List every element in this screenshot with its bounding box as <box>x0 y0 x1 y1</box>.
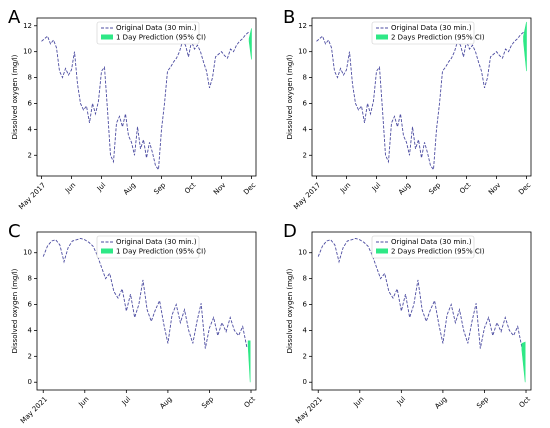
data-line <box>316 31 524 171</box>
y-tick-label: 0 <box>28 378 32 386</box>
x-tick-label: Oct <box>243 395 257 409</box>
legend-patch <box>376 34 388 40</box>
x-tick-label: Aug <box>122 181 137 196</box>
data-line <box>42 238 248 349</box>
x-tick-label: Oct <box>458 181 472 195</box>
x-tick-label: Jul <box>95 181 107 193</box>
y-tick-label: 2 <box>28 151 32 159</box>
x-tick-label: May 2017 <box>17 181 47 211</box>
x-tick-label: May 2021 <box>19 395 49 425</box>
x-tick-label: Aug <box>158 395 173 410</box>
legend-patch <box>101 34 113 40</box>
y-tick-label: 6 <box>28 99 33 107</box>
prediction-band <box>521 341 526 383</box>
x-tick-label: Oct <box>518 395 532 409</box>
panel-label: C <box>8 221 21 242</box>
y-axis-label: Dissolved oxygen (mg/l) <box>11 268 19 353</box>
y-tick-label: 6 <box>28 301 33 309</box>
y-axis-label: Dissolved oxygen (mg/l) <box>286 268 294 353</box>
y-tick-label: 10 <box>298 48 307 56</box>
y-axis-label: Dissolved oxygen (mg/l) <box>286 54 294 139</box>
x-tick-label: Aug <box>397 181 412 196</box>
x-tick-label: Sep <box>152 181 167 196</box>
y-tick-label: 6 <box>303 99 308 107</box>
chart-panel: B 2 4 6 8 10 12 May 2017 Jun Jul Aug Sep Oct Nov Dec Di… <box>283 7 532 211</box>
x-tick-label: Jul <box>395 395 407 407</box>
prediction-band <box>247 340 251 383</box>
legend-box <box>96 235 200 259</box>
x-tick-label: Jun <box>338 181 352 195</box>
x-tick-label: May 2017 <box>292 181 322 211</box>
y-tick-label: 10 <box>23 249 32 257</box>
legend-patch <box>376 248 388 254</box>
data-line <box>41 31 249 171</box>
x-tick-label: Aug <box>433 395 448 410</box>
y-axis-label: Dissolved oxygen (mg/l) <box>11 54 19 139</box>
legend-box <box>371 21 475 45</box>
y-tick-label: 4 <box>28 326 33 334</box>
x-tick-label: Sep <box>427 181 442 196</box>
legend-label: Original Data (30 min.) <box>116 24 197 32</box>
y-tick-label: 2 <box>303 151 307 159</box>
y-tick-label: 8 <box>303 74 307 82</box>
y-tick-label: 0 <box>303 378 307 386</box>
y-tick-label: 6 <box>303 301 308 309</box>
chart-panel: C 0 2 4 6 8 10 May 2021 Jun Jul Aug Sep Oct Dissolved… <box>8 221 257 425</box>
plot-frame <box>311 231 532 391</box>
x-tick-label: May 2021 <box>294 395 324 425</box>
x-tick-label: Sep <box>200 395 215 410</box>
y-tick-label: 4 <box>303 326 308 334</box>
prediction-band <box>523 21 527 72</box>
panel-label: A <box>8 7 21 28</box>
y-tick-label: 12 <box>298 22 307 30</box>
y-tick-label: 10 <box>298 249 307 257</box>
x-tick-label: Jun <box>63 181 77 195</box>
x-tick-label: Nov <box>212 181 227 196</box>
legend-box <box>371 235 475 259</box>
y-tick-label: 10 <box>23 48 32 56</box>
y-tick-label: 2 <box>303 352 307 360</box>
y-tick-label: 8 <box>28 74 32 82</box>
plot-frame <box>36 231 257 391</box>
x-tick-label: Sep <box>475 395 490 410</box>
y-tick-label: 12 <box>23 22 32 30</box>
legend-label: 2 Days Prediction (95% CI) <box>391 248 485 256</box>
y-tick-label: 2 <box>28 352 32 360</box>
x-tick-label: Dec <box>517 181 532 196</box>
x-tick-label: Jun <box>352 395 366 409</box>
chart-panel: D 0 2 4 6 8 10 May 2021 Jun Jul Aug Sep Oct Dissolved… <box>283 221 532 425</box>
legend-label: Original Data (30 min.) <box>391 238 472 246</box>
chart-panel: A 2 4 6 8 10 12 May 2017 Jun Jul Aug Sep Oct Nov Dec Di… <box>8 7 257 211</box>
y-tick-label: 8 <box>303 275 307 283</box>
y-tick-label: 8 <box>28 275 32 283</box>
panel-label: D <box>283 221 297 242</box>
x-tick-label: Jun <box>77 395 91 409</box>
prediction-band <box>248 28 252 60</box>
x-tick-label: Dec <box>242 181 257 196</box>
y-tick-label: 4 <box>303 125 308 133</box>
legend-label: 1 Day Prediction (95% CI) <box>116 34 206 42</box>
plot-frame <box>36 17 257 177</box>
panel-label: B <box>283 7 295 28</box>
x-tick-label: Nov <box>487 181 502 196</box>
x-tick-label: Oct <box>183 181 197 195</box>
x-tick-label: Jul <box>120 395 132 407</box>
data-line <box>317 238 523 349</box>
legend-label: Original Data (30 min.) <box>116 238 197 246</box>
legend-label: 2 Days Prediction (95% CI) <box>391 34 485 42</box>
plot-frame <box>311 17 532 177</box>
legend-patch <box>101 248 113 254</box>
x-tick-label: Jul <box>370 181 382 193</box>
y-tick-label: 4 <box>28 125 33 133</box>
legend-label: 1 Day Prediction (95% CI) <box>116 248 206 256</box>
legend-box <box>96 21 200 45</box>
legend-label: Original Data (30 min.) <box>391 24 472 32</box>
